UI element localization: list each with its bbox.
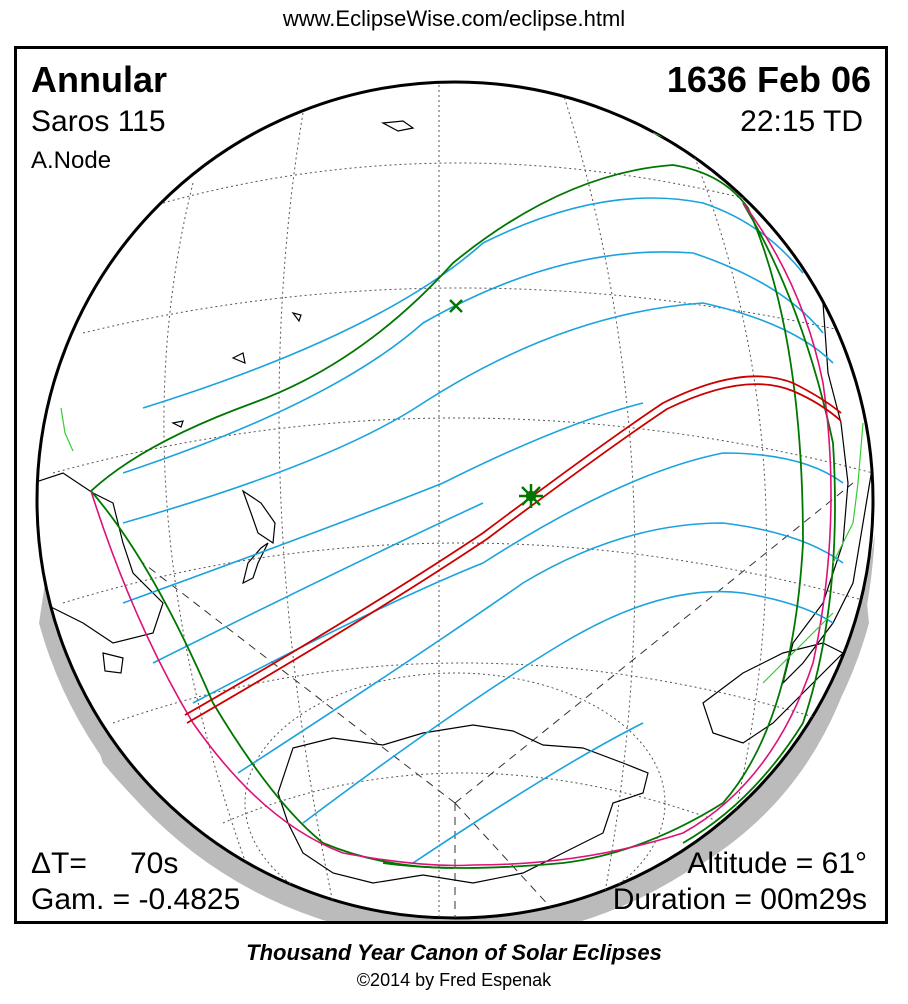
- gamma-value: Gam. = -0.4825: [31, 883, 241, 916]
- node-type: A.Node: [31, 147, 112, 174]
- eclipse-type: Annular: [31, 59, 168, 100]
- greatest-eclipse-marker: [519, 484, 543, 508]
- delta-t-value: 70s: [130, 847, 179, 880]
- antarctica-coast: [277, 724, 649, 884]
- eclipse-map-frame: Annular Saros 115 A.Node 1636 Feb 06 22:…: [14, 46, 888, 924]
- delta-t-label: ΔT=: [31, 847, 87, 880]
- duration-value: Duration = 00m29s: [612, 883, 867, 916]
- copyright: ©2014 by Fred Espenak: [356, 970, 552, 990]
- canon-title: Thousand Year Canon of Solar Eclipses: [246, 940, 662, 965]
- new-zealand-south: [242, 542, 269, 585]
- pacific-island-4: [231, 352, 246, 364]
- pacific-island-1: [380, 120, 415, 132]
- sub-solar-point-marker: [449, 299, 463, 313]
- altitude-value: Altitude = 61°: [687, 847, 867, 880]
- antarctic-peninsula: [702, 642, 845, 744]
- eclipse-date: 1636 Feb 06: [666, 59, 871, 100]
- rise-set-curves: [90, 202, 832, 867]
- eclipse-time: 22:15 TD: [740, 105, 863, 138]
- pacific-island-3: [171, 420, 184, 428]
- graticule: [52, 85, 873, 918]
- eastern-outer: [682, 202, 836, 844]
- central-path-north: [184, 375, 842, 716]
- new-zealand-north: [241, 489, 276, 545]
- western-limit: [90, 490, 454, 869]
- saros-number: Saros 115: [31, 105, 166, 138]
- antarctic-circle: [244, 672, 666, 918]
- central-path: [184, 375, 842, 724]
- globe-map: [35, 80, 875, 921]
- tasmania: [102, 652, 124, 674]
- partial-contours: [122, 197, 844, 864]
- australia-coast: [37, 472, 164, 644]
- source-url: www.EclipseWise.com/eclipse.html: [282, 6, 626, 31]
- pacific-island-2: [291, 312, 302, 323]
- central-path-south: [186, 383, 842, 724]
